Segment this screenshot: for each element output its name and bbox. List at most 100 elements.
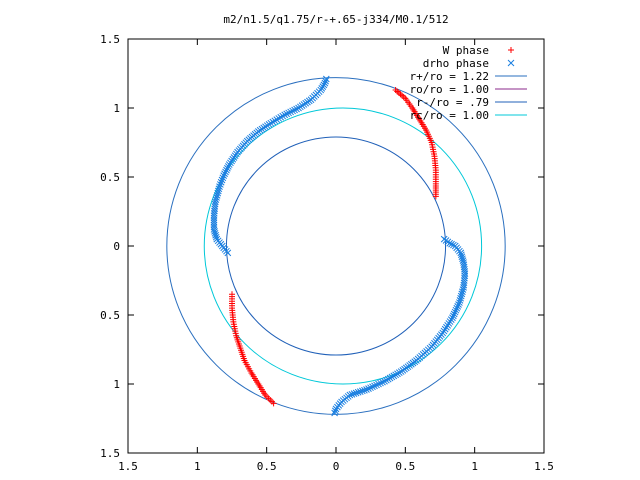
- drho-phase-point: [211, 229, 219, 237]
- drho-phase-point: [379, 378, 386, 386]
- legend-label: r-/ro = .79: [416, 96, 489, 109]
- legend-symbol-plus: [508, 47, 514, 53]
- x-tick-label: 0: [333, 460, 340, 473]
- x-tick-label: 1: [194, 460, 201, 473]
- drho-phase-point: [373, 381, 380, 389]
- drho-phase-point: [449, 312, 457, 320]
- circle-r-minus: [225, 136, 447, 356]
- y-tick-label: 0.5: [100, 309, 120, 322]
- drho-phase-point: [450, 310, 458, 318]
- drho-phase-point: [459, 255, 466, 263]
- drho-phase-point: [289, 107, 296, 115]
- drho-phase-point: [456, 297, 464, 304]
- drho-phase-point: [213, 191, 221, 199]
- drho-phase-point: [384, 375, 392, 383]
- drho-phase-point: [218, 176, 226, 184]
- drho-phase-point: [369, 383, 376, 391]
- drho-phase-point: [377, 379, 384, 387]
- drho-phase-point: [273, 116, 281, 123]
- y-tick-label: 1: [113, 102, 120, 115]
- drho-phase-point: [397, 368, 405, 375]
- drho-phase-point: [279, 112, 287, 120]
- drho-phase-point: [223, 166, 230, 174]
- drho-phase-point: [363, 386, 370, 393]
- drho-phase-point: [275, 115, 283, 122]
- w-phase-point: [432, 193, 439, 200]
- drho-phase-point: [219, 174, 227, 182]
- drho-phase-point: [454, 303, 462, 310]
- drho-phase-point: [451, 308, 459, 316]
- drho-phase-point: [281, 111, 289, 119]
- drho-phase-point: [354, 388, 362, 396]
- drho-phase-point: [214, 187, 222, 195]
- y-tick-label: 1: [113, 378, 120, 391]
- drho-phase-point: [213, 194, 220, 201]
- drho-phase-point: [291, 106, 298, 114]
- drho-phase-point: [460, 284, 467, 291]
- legend-label: W phase: [443, 44, 489, 57]
- y-tick-label: 1.5: [100, 447, 120, 460]
- drho-phase-point: [381, 377, 388, 385]
- legend-label: drho phase: [423, 57, 489, 70]
- drho-phase-point: [456, 299, 463, 306]
- drho-phase-point: [216, 181, 224, 188]
- drho-phase-point: [224, 249, 232, 257]
- drho-phase-point: [367, 384, 374, 392]
- drho-phase-point: [388, 373, 396, 381]
- drho-phase-point: [458, 251, 465, 259]
- drho-phase-point: [332, 405, 340, 413]
- drho-phase-point: [448, 240, 455, 248]
- drho-phase-point: [365, 385, 372, 392]
- x-tick-label: 0.5: [395, 460, 415, 473]
- drho-phase-point: [224, 164, 231, 172]
- drho-phase-point: [287, 108, 294, 116]
- drho-phase-point: [331, 409, 338, 417]
- drho-phase-point: [394, 370, 401, 378]
- drho-phase-point: [356, 388, 364, 395]
- drho-phase-point: [295, 104, 302, 112]
- circle-r-c: [203, 107, 483, 385]
- x-tick-label: 1.5: [534, 460, 554, 473]
- drho-phase-point: [361, 386, 368, 394]
- drho-phase-point: [216, 183, 223, 191]
- legend-label: ro/ro = 1.00: [410, 83, 489, 96]
- drho-phase-point: [371, 382, 378, 390]
- drho-phase-point: [358, 387, 366, 395]
- drho-phase-point: [215, 185, 223, 193]
- x-tick-label: 0.5: [257, 460, 277, 473]
- drho-phase-point: [386, 374, 394, 382]
- w-phase-point: [270, 400, 277, 407]
- drho-phase-point: [457, 249, 465, 257]
- drho-phase-point: [285, 109, 293, 117]
- legend-symbol-cross: [507, 59, 515, 67]
- drho-phase-point: [375, 380, 382, 388]
- drho-phase-point: [457, 292, 465, 300]
- drho-phase-point: [348, 390, 356, 398]
- drho-phase-point: [277, 113, 285, 121]
- drho-phase-point: [331, 407, 339, 415]
- drho-phase-point: [395, 369, 403, 377]
- drho-phase-point: [458, 290, 466, 298]
- drho-phase-point: [352, 389, 360, 397]
- drho-phase-point: [271, 117, 279, 125]
- drho-phase-point: [452, 306, 460, 314]
- drho-phase-point: [210, 226, 218, 233]
- drho-phase-point: [392, 371, 399, 379]
- drho-phase-point: [458, 253, 466, 261]
- drho-phase-point: [455, 301, 462, 308]
- drho-phase-point: [459, 286, 467, 293]
- legend-label: rc/ro = 1.00: [410, 109, 489, 122]
- y-tick-label: 1.5: [100, 33, 120, 46]
- drho-phase-point: [283, 110, 291, 118]
- drho-phase-point: [293, 105, 300, 113]
- drho-phase-point: [459, 288, 466, 296]
- drho-phase-point: [446, 239, 454, 247]
- drho-phase-point: [220, 172, 228, 179]
- legend-label: r+/ro = 1.22: [410, 70, 489, 83]
- drho-phase-point: [457, 294, 464, 302]
- drho-phase-point: [217, 178, 225, 186]
- drho-phase-point: [383, 376, 390, 384]
- drho-phase-point: [453, 304, 461, 312]
- y-tick-label: 0.5: [100, 171, 120, 184]
